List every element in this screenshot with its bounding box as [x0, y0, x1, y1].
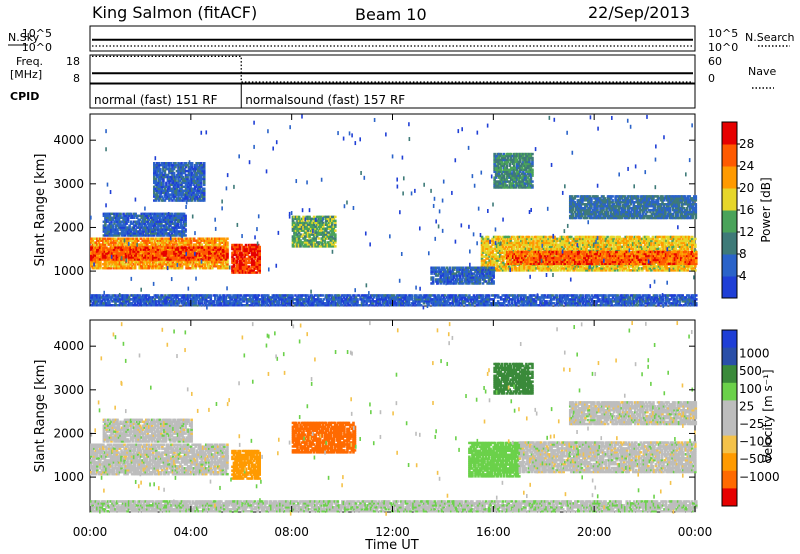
power-cell [226, 248, 229, 250]
power-cell [184, 228, 187, 230]
nsearch-label: N.Search [745, 31, 795, 44]
freq-unit-label: [MHz] [10, 68, 42, 81]
power-cell [203, 188, 206, 190]
power-heatmap [90, 115, 698, 310]
power-cell [184, 234, 187, 236]
power-cell [544, 236, 547, 238]
power-cell [612, 236, 615, 238]
power-region-5 [153, 162, 206, 202]
power-cell [200, 243, 203, 245]
radar-summary-plot: King Salmon (fitACF) Beam 10 22/Sep/2013… [0, 0, 800, 554]
freq-panel-frame [90, 55, 695, 83]
power-cell [245, 244, 248, 246]
power-cell [334, 233, 337, 235]
power-cell [191, 162, 194, 164]
freq-label: Freq. [16, 55, 43, 68]
freq-left-tick-bottom: 8 [73, 72, 80, 85]
power-cell [119, 213, 122, 215]
power-cell [298, 216, 301, 218]
noise-right-tick-top: 10^5 [708, 27, 738, 40]
cpid-segments: normal (fast) 151 RF normalsound (fast) 1… [94, 84, 405, 108]
noise-left-tick-bottom: 10^0 [22, 41, 52, 54]
power-cell [226, 241, 229, 243]
station-title: King Salmon (fitACF) [92, 3, 257, 22]
power-cell [226, 237, 229, 239]
power-cell [163, 258, 166, 260]
beam-title: Beam 10 [355, 5, 427, 24]
nave-right-tick-top: 60 [708, 55, 722, 68]
nave-series [92, 56, 693, 82]
power-cell [317, 237, 320, 239]
date-title: 22/Sep/2013 [588, 3, 690, 22]
nave-right-tick-bottom: 0 [708, 72, 715, 85]
power-cell [92, 250, 95, 252]
noise-freq-traces [92, 40, 693, 82]
noise-right-tick-bottom: 10^0 [708, 41, 738, 54]
power-region-3 [292, 216, 337, 248]
noise-left-tick-top: 10^5 [22, 27, 52, 40]
power-cell [163, 267, 166, 269]
freq-left-tick-top: 18 [66, 55, 80, 68]
power-cell [214, 246, 217, 248]
power-cell [159, 168, 162, 170]
power-cell [173, 172, 176, 174]
power-cell [258, 246, 261, 248]
nave-label: Nave [748, 65, 776, 78]
power-cell [184, 215, 187, 217]
power-cell [487, 236, 490, 238]
power-cell [334, 220, 337, 222]
cpid-segment-0: normal (fast) 151 RF [94, 93, 218, 107]
cpid-label: CPID [10, 90, 39, 103]
noise-panel-frame [90, 26, 695, 51]
power-region-4 [103, 213, 187, 237]
power-cell [334, 229, 337, 231]
power-cell [334, 216, 337, 218]
power-region-2 [231, 244, 261, 274]
power-cell [302, 216, 305, 218]
cpid-segment-1: normalsound (fast) 157 RF [245, 93, 405, 107]
power-cell [334, 245, 337, 247]
